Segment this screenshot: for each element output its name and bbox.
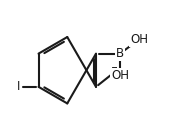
Text: B: B (116, 47, 124, 60)
Text: OH: OH (130, 33, 148, 46)
Text: OH: OH (111, 69, 129, 82)
Text: I: I (16, 80, 20, 93)
Text: F: F (111, 66, 117, 79)
